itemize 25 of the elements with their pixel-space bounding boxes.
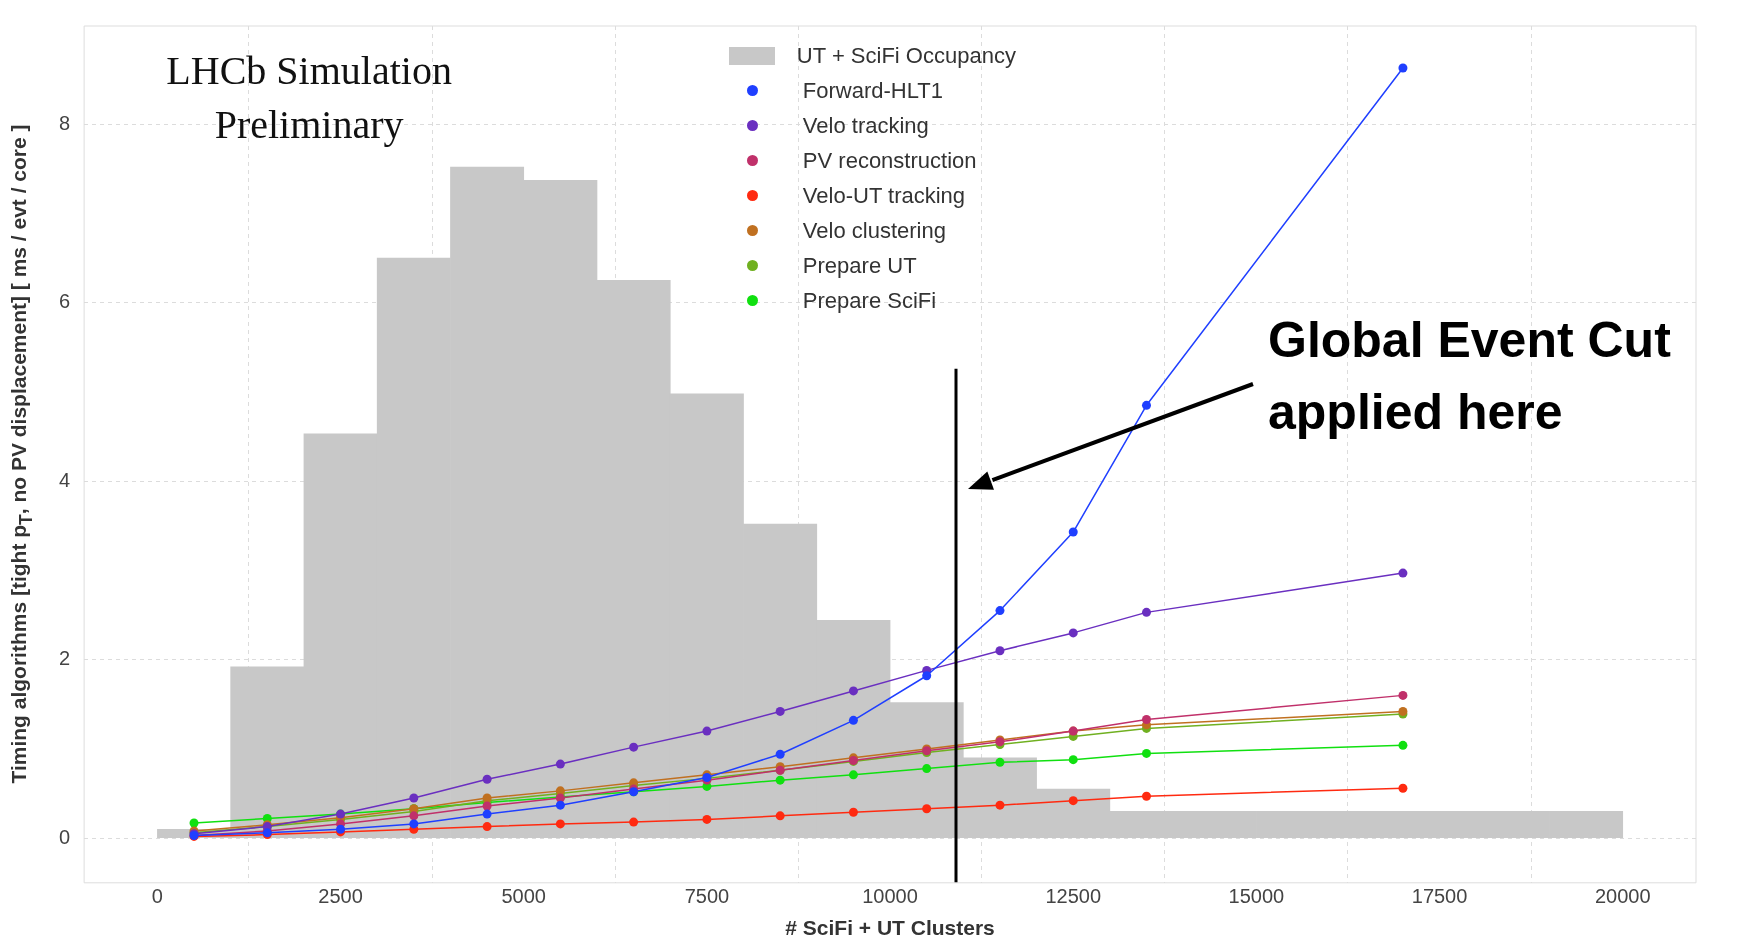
y-tick-label: 6 xyxy=(59,290,71,313)
annotation: Global Event Cut applied here xyxy=(1268,310,1672,442)
legend-label: Prepare UT xyxy=(802,252,917,279)
legend-label: Velo clustering xyxy=(802,217,946,244)
x-tick-label: 17500 xyxy=(1411,885,1468,908)
annotation: LHCb Simulation Preliminary xyxy=(165,47,453,149)
x-tick-label: 5000 xyxy=(501,885,546,908)
y-tick-label: 8 xyxy=(59,111,71,134)
legend-label: Forward-HLT1 xyxy=(802,77,944,104)
x-tick-label: 20000 xyxy=(1594,885,1651,908)
x-tick-label: 15000 xyxy=(1228,885,1285,908)
legend-label: Velo tracking xyxy=(802,112,929,139)
legend-label: PV reconstruction xyxy=(802,147,977,174)
y-tick-label: 0 xyxy=(59,825,71,848)
x-tick-label: 10000 xyxy=(862,885,918,908)
legend-label: Velo-UT tracking xyxy=(802,182,966,209)
x-tick-label: 12500 xyxy=(1045,885,1102,908)
y-tick-label: 2 xyxy=(59,647,71,670)
legend-label: Prepare SciFi xyxy=(802,287,937,314)
x-tick-label: 7500 xyxy=(684,885,730,908)
y-tick-label: 4 xyxy=(59,468,71,491)
x-tick-label: 2500 xyxy=(318,885,363,908)
x-axis-title: # SciFi + UT Clusters xyxy=(785,916,995,940)
x-tick-label: 0 xyxy=(151,885,163,908)
legend-label: UT + SciFi Occupancy xyxy=(796,42,1016,69)
